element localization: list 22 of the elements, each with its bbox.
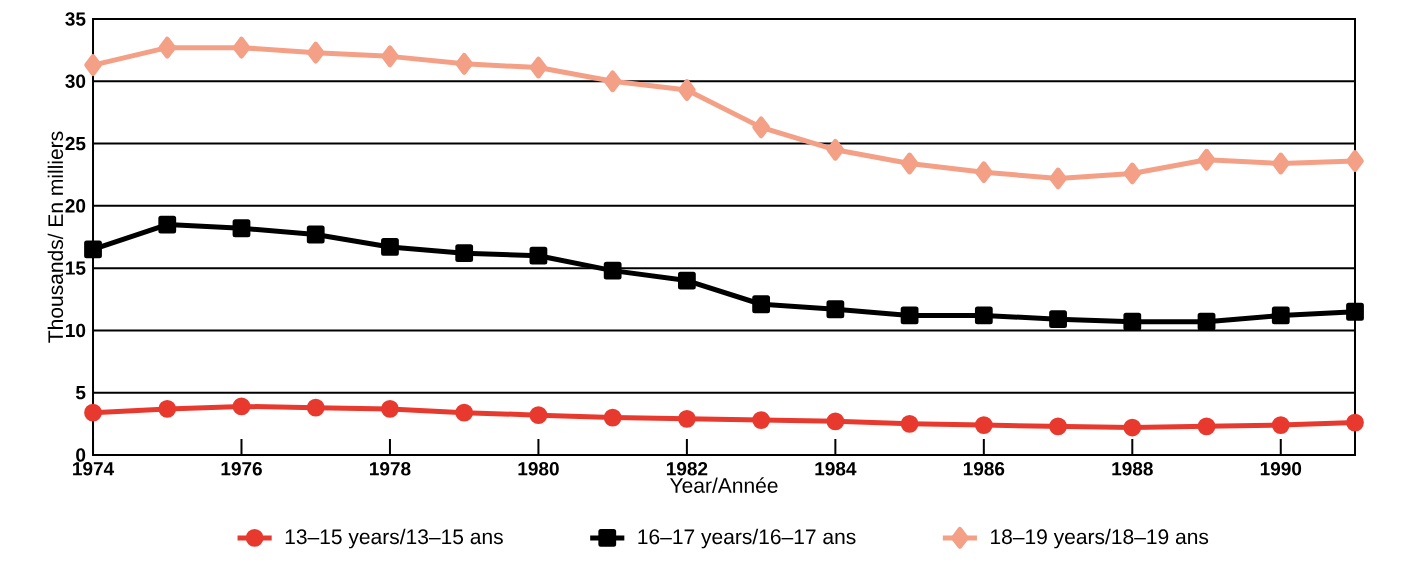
legend-label: 16–17 years/16–17 ans [638,528,856,549]
y-axis-title: Thousands/ En milliers [47,131,64,343]
x-tick-label: 1978 [370,462,411,476]
x-tick-label: 1980 [518,462,559,476]
x-tick-label: 1976 [221,462,262,476]
x-tick-label: 1990 [1260,462,1302,476]
y-tick-label: 30 [65,74,86,89]
y-tick-label: 25 [65,136,86,151]
y-tick-label: 5 [75,386,86,400]
legend-label: 13–15 years/13–15 ans [285,528,503,549]
y-tick-label: 15 [66,261,86,275]
y-tick-label: 0 [76,448,86,462]
x-axis-title: Year/Année [669,477,778,493]
x-tick-label: 1984 [815,462,857,476]
x-tick-label: 1988 [1112,462,1153,476]
x-tick-label: 1986 [963,462,1005,476]
x-tick-label: 1982 [666,462,708,476]
y-tick-label: 35 [65,12,86,26]
x-tick-label: 1974 [73,462,115,476]
y-tick-label: 10 [66,323,86,338]
legend-label: 18–19 years/18–19 ans [991,528,1209,549]
y-tick-label: 20 [65,199,86,213]
